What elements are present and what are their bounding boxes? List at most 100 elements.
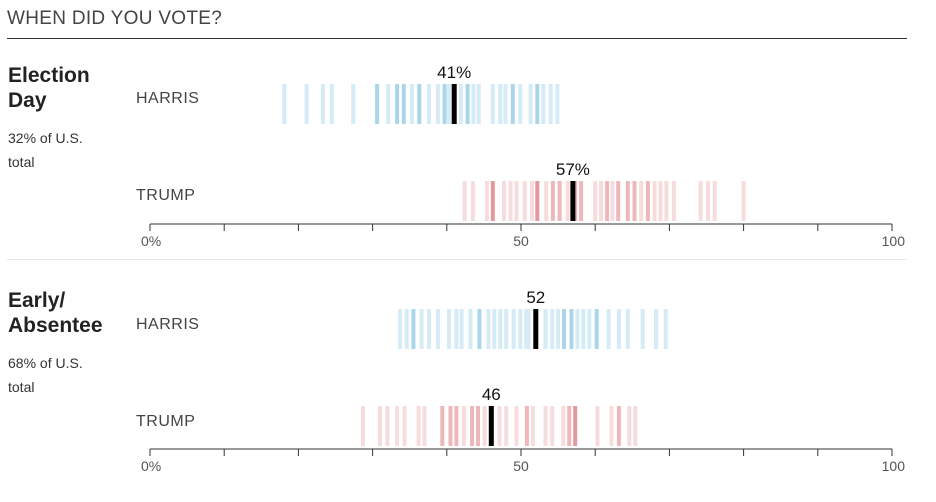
section-title-election-day: Election Day [8,64,90,112]
state-mark-harris [562,309,566,349]
candidate-label-trump-election-day: TRUMP [136,187,196,204]
state-mark-trump [599,181,604,221]
state-mark-harris [435,84,440,124]
average-label-harris: 41% [437,63,471,82]
state-mark-trump [616,406,621,446]
state-mark-trump [530,406,535,446]
state-mark-harris [490,84,495,124]
state-mark-harris [375,84,380,124]
state-mark-trump [522,181,527,221]
state-mark-harris [427,309,431,349]
state-mark-trump [385,406,390,446]
state-mark-trump [567,406,572,446]
state-mark-harris [555,84,560,124]
state-mark-harris [427,84,431,124]
state-mark-trump [658,181,663,221]
state-mark-trump [462,181,467,221]
state-mark-trump [561,406,566,446]
state-mark-harris [528,84,533,124]
state-mark-trump [610,181,615,221]
state-mark-harris [503,84,508,124]
state-mark-harris [454,309,459,349]
state-mark-harris [411,309,416,349]
state-mark-harris [510,84,515,124]
state-mark-harris [401,84,406,124]
state-mark-harris [447,309,451,349]
state-mark-harris [492,309,497,349]
state-mark-trump [454,406,459,446]
state-mark-trump [605,181,610,221]
state-mark-harris [320,84,325,124]
state-mark-harris [477,309,482,349]
state-mark-harris [616,309,621,349]
state-mark-harris [419,309,424,349]
state-mark-harris [404,309,409,349]
state-mark-harris [282,84,287,124]
state-mark-trump [378,406,382,446]
state-mark-harris [442,84,447,124]
state-mark-harris [541,84,546,124]
state-mark-harris [654,309,658,349]
state-mark-harris [471,84,476,124]
average-label-trump: 46 [482,385,501,404]
state-mark-harris [526,309,531,349]
state-mark-trump [557,181,562,221]
state-mark-harris [511,309,516,349]
state-mark-trump [530,181,535,221]
state-mark-trump [497,406,502,446]
state-mark-trump [712,181,717,221]
state-mark-trump [625,181,630,221]
average-label-harris: 52 [526,288,545,307]
state-mark-trump [535,181,540,221]
state-mark-trump [741,181,746,221]
state-mark-harris [569,309,574,349]
state-mark-harris [587,309,592,349]
state-mark-trump [508,181,513,221]
state-mark-trump [595,406,600,446]
state-mark-trump [476,406,480,446]
state-mark-harris [594,309,599,349]
state-mark-trump [448,406,453,446]
state-mark-harris [524,309,529,349]
state-mark-trump [550,406,555,446]
state-mark-harris [535,84,540,124]
state-mark-trump [579,181,584,221]
state-mark-harris [606,309,611,349]
state-mark-harris [398,309,403,349]
state-mark-harris [465,84,470,124]
state-mark-trump [524,406,529,446]
state-mark-harris [625,309,630,349]
state-mark-trump [706,181,710,221]
state-mark-trump [514,406,519,446]
state-mark-harris [581,309,586,349]
state-mark-trump [482,406,487,446]
state-mark-harris [556,309,561,349]
state-mark-trump [484,181,489,221]
state-mark-harris [548,84,553,124]
state-mark-trump [664,181,669,221]
section-subtitle-election-day: 32% of U.S. total [8,130,83,170]
state-mark-trump [573,406,578,446]
state-mark-trump [470,181,475,221]
state-mark-harris [663,309,668,349]
section-subtitle-early-absentee: 68% of U.S. total [8,355,83,395]
state-mark-harris [498,309,503,349]
state-mark-trump [616,181,621,221]
state-mark-harris [476,84,481,124]
state-mark-harris [504,309,509,349]
state-mark-trump [698,181,703,221]
state-mark-trump [490,181,495,221]
state-mark-trump [461,406,466,446]
state-mark-trump [639,181,644,221]
state-mark-trump [361,406,365,446]
candidate-label-harris-election-day: HARRIS [136,90,200,107]
state-mark-trump [422,406,427,446]
state-mark-harris [550,309,555,349]
state-mark-harris [386,84,391,124]
state-mark-harris [498,84,503,124]
state-mark-trump [402,406,407,446]
state-mark-trump [593,181,598,221]
section-title-early-absentee: Early/ Absentee [8,289,103,337]
section-divider [7,259,907,260]
